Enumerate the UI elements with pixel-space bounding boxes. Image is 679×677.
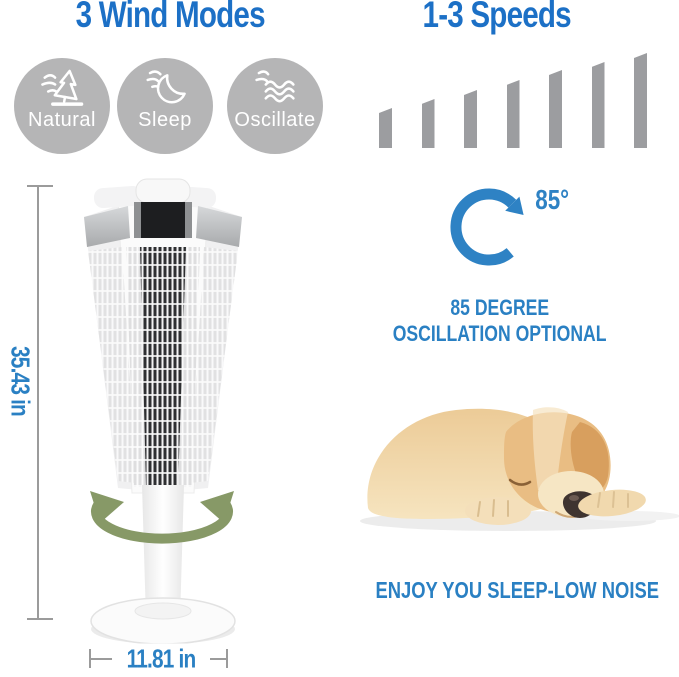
rotation-arrow-icon xyxy=(450,188,524,266)
oscillation-arrowhead-left xyxy=(90,491,124,523)
speed-bar xyxy=(379,108,392,148)
fan-cap-center xyxy=(135,178,191,204)
height-dimension-tick-top xyxy=(27,185,53,187)
sleep-caption: ENJOY YOU SLEEP-LOW NOISE xyxy=(375,577,660,603)
speed-bar xyxy=(634,53,647,148)
fan-grille-center-left xyxy=(126,247,146,487)
puppy-blaze xyxy=(532,407,568,494)
width-dimension-label: 11.81 in xyxy=(112,643,210,675)
rotation-angle-label: 85° xyxy=(535,184,570,215)
fan-grille-center-right xyxy=(178,247,200,487)
pole-base-joint xyxy=(134,602,192,620)
wind-modes-title: 3 Wind Modes xyxy=(10,0,330,34)
mode-natural: Natural xyxy=(14,58,110,154)
mode-sleep: Sleep xyxy=(117,58,213,154)
breeze-waves-icon xyxy=(255,70,295,103)
fan-band-left xyxy=(84,206,130,247)
mode-oscillate: Oscillate xyxy=(227,58,323,154)
fan-band-edge xyxy=(134,202,141,238)
height-dimension-line xyxy=(37,186,39,619)
puppy-paw-toes xyxy=(597,491,629,508)
width-dimension-tick-right xyxy=(226,649,228,668)
mode-label: Sleep xyxy=(138,109,192,131)
speed-bar xyxy=(549,70,562,148)
mode-label: Natural xyxy=(28,109,96,131)
speed-bar xyxy=(506,80,520,148)
crescent-moon-wind-icon xyxy=(146,70,186,104)
oscillation-caption-line1: 85 DEGREE xyxy=(450,295,550,320)
fan-band-right xyxy=(196,206,242,247)
tower-fan-illustration xyxy=(84,178,242,645)
fan-grille-right xyxy=(190,247,238,483)
speed-bar xyxy=(421,99,435,148)
fan-grille-left xyxy=(88,247,136,483)
mode-label: Oscillate xyxy=(234,109,316,131)
oscillation-arrow-band xyxy=(91,502,233,544)
fan-band-edge xyxy=(185,202,192,238)
puppy-eye-closed xyxy=(508,478,532,486)
speed-bar xyxy=(464,90,477,148)
puppy-nose-highlight xyxy=(569,495,579,501)
speed-bars-chart xyxy=(379,52,647,148)
fan-grille-center-dark xyxy=(140,247,186,487)
oscillation-arrowhead-right xyxy=(200,491,234,523)
speeds-title: 1-3 Speeds xyxy=(372,0,622,34)
fan-display-window xyxy=(134,202,192,238)
puppy-front-paw xyxy=(465,497,531,525)
speeds-title-text: 1-3 Speeds xyxy=(422,0,572,35)
puppy-paw-toes xyxy=(477,499,509,517)
wind-modes-title-text: 3 Wind Modes xyxy=(75,0,265,35)
fan-cap-left xyxy=(93,185,143,209)
oscillation-caption: 85 DEGREE OSCILLATION OPTIONAL xyxy=(355,295,645,347)
width-dimension-tick-left xyxy=(89,649,91,668)
pine-tree-wind-icon xyxy=(41,69,84,106)
oscillation-caption-line2: OSCILLATION OPTIONAL xyxy=(393,321,607,346)
speed-bar xyxy=(591,62,605,148)
height-dimension-tick-bottom xyxy=(27,618,53,620)
fan-pole xyxy=(142,485,184,619)
sleeping-puppy-illustration xyxy=(360,407,679,531)
height-dimension-label: 35.43 in xyxy=(5,346,36,416)
